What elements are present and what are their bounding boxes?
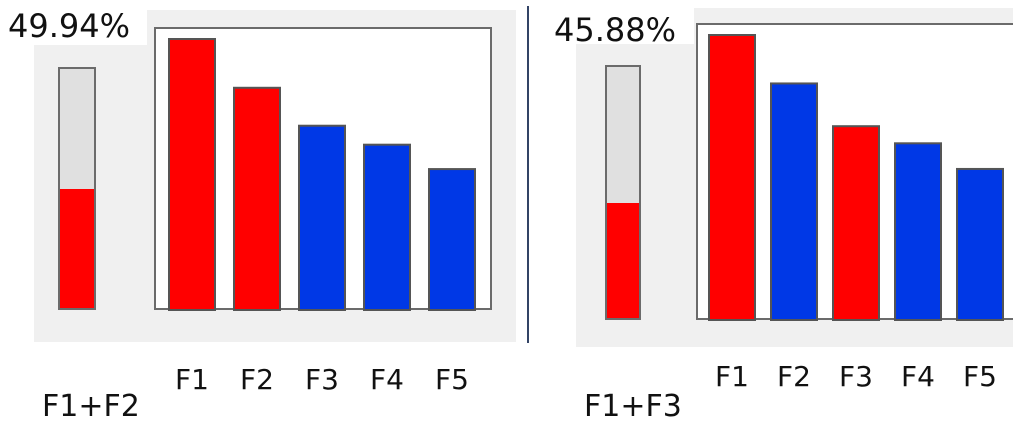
chart-panel-f1-f3: 45.88% F1 F2 F3 F4 F5 F1+F3 xyxy=(546,0,1013,425)
combination-label: F1+F3 xyxy=(584,389,682,424)
x-tick-label-f4: F4 xyxy=(370,363,404,396)
bar-f1 xyxy=(708,34,756,321)
combination-label: F1+F2 xyxy=(42,389,140,424)
x-tick-label-f4: F4 xyxy=(901,360,935,393)
bar-f4 xyxy=(363,143,411,311)
x-tick-label-f2: F2 xyxy=(777,360,811,393)
x-tick-label-f5: F5 xyxy=(435,363,469,396)
x-tick-label-f3: F3 xyxy=(305,363,339,396)
x-tick-label-f1: F1 xyxy=(715,360,749,393)
percentage-gauge xyxy=(605,65,641,320)
bar-f5 xyxy=(956,167,1004,321)
gauge-fill xyxy=(607,202,639,318)
chart-panel-f1-f2: 49.94% F1 F2 F3 F4 F5 F1+F2 xyxy=(8,7,516,424)
x-tick-label-f1: F1 xyxy=(175,363,209,396)
bar-f2 xyxy=(770,82,818,322)
x-axis-labels: F1 F2 F3 F4 F5 xyxy=(696,363,1013,397)
bar-f4 xyxy=(894,142,942,321)
bar-f3 xyxy=(298,124,346,311)
bar-f3 xyxy=(832,125,880,321)
x-axis-labels: F1 F2 F3 F4 F5 xyxy=(154,366,492,400)
panel-divider xyxy=(527,6,529,343)
gauge-fill xyxy=(60,188,94,308)
percentage-label: 49.94% xyxy=(8,7,131,45)
bar-f2 xyxy=(233,86,281,311)
x-tick-label-f2: F2 xyxy=(240,363,274,396)
x-tick-label-f5: F5 xyxy=(963,360,997,393)
percentage-label: 45.88% xyxy=(554,11,677,49)
bar-plot xyxy=(168,38,476,311)
bar-plot xyxy=(708,34,1004,322)
bar-f1 xyxy=(168,38,216,311)
percentage-gauge xyxy=(58,67,96,310)
bar-f5 xyxy=(428,168,476,311)
x-tick-label-f3: F3 xyxy=(839,360,873,393)
